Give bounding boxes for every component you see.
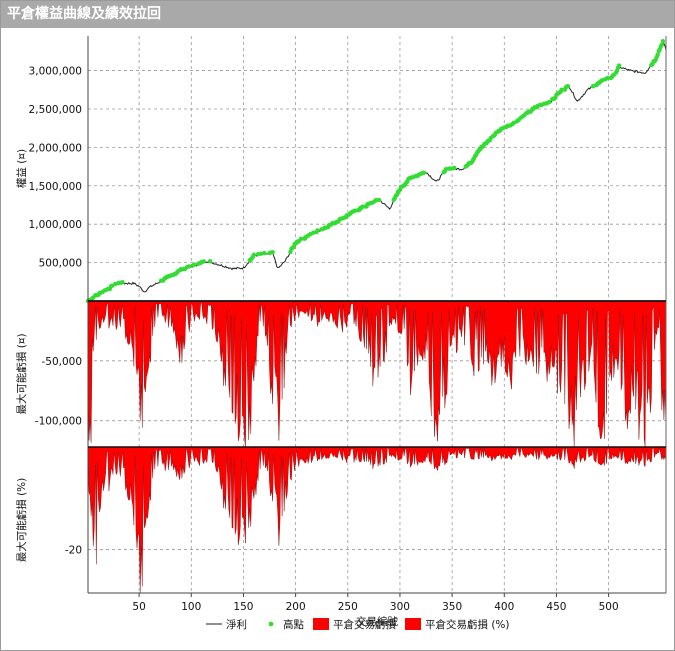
equity-high-point	[315, 228, 320, 233]
equity-high-point	[565, 84, 571, 89]
equity-high-point	[559, 87, 564, 92]
y-tick-label: 1,500,000	[29, 181, 82, 193]
legend-swatch-box	[313, 618, 329, 630]
equity-high-point	[360, 204, 365, 209]
equity-high-point	[373, 197, 379, 203]
x-tick-label: 50	[132, 601, 145, 613]
x-tick-label: 350	[442, 601, 462, 613]
y-tick-label: -50,000	[41, 356, 82, 368]
x-tick-label: 400	[494, 601, 514, 613]
equity-drawdown-chart: 500,000 1,000,000 1,500,000 2,000,000 2,500,…	[15, 36, 667, 631]
y-axis-title: 權益 (¤)	[15, 149, 28, 188]
equity-high-point	[251, 252, 257, 257]
equity-high-point	[655, 52, 660, 58]
legend-label: 平倉交易虧損	[333, 618, 396, 631]
y-tick-label: 3,000,000	[29, 66, 82, 78]
gridlines	[88, 36, 666, 593]
equity-high-point	[120, 280, 125, 285]
equity-line	[87, 39, 667, 302]
equity-high-point	[192, 262, 197, 267]
equity-high-point	[207, 259, 213, 264]
equity-high-point	[187, 264, 192, 269]
x-tick-label: 450	[546, 601, 566, 613]
x-tick-label: 150	[233, 601, 253, 613]
legend-label: 淨利	[226, 619, 247, 631]
legend-swatch-dot	[268, 621, 274, 627]
y-tick-label: 2,000,000	[29, 142, 82, 154]
y-axis-title: 最大可能虧損 (%)	[15, 478, 28, 563]
equity-high-point	[421, 170, 427, 175]
legend-label: 平倉交易虧損 (%)	[425, 618, 510, 631]
x-tick-label: 200	[286, 601, 306, 613]
y-axis-title: 最大可能虧損 (¤)	[15, 333, 28, 414]
equity-high-point	[605, 75, 610, 81]
y-tick-label: -20	[65, 544, 82, 556]
x-axis-title: 交易編號	[356, 615, 398, 628]
y-tick-label: 1,000,000	[29, 219, 82, 231]
drawdown-area	[87, 300, 667, 448]
equity-high-point	[659, 42, 665, 48]
legend-swatch-box	[405, 618, 421, 630]
series-layer	[85, 38, 667, 594]
equity-high-point	[262, 250, 267, 256]
axes: 500,000 1,000,000 1,500,000 2,000,000 2,500,…	[15, 36, 667, 613]
y-tick-label: 500,000	[39, 258, 82, 270]
equity-high-point	[616, 63, 622, 68]
equity-high-point	[270, 250, 275, 255]
equity-high-point	[201, 259, 207, 264]
window-title: 平倉權益曲線及績效拉回	[1, 1, 674, 28]
y-tick-label: 2,500,000	[29, 104, 82, 116]
legend: 淨利 高點 平倉交易虧損 平倉交易虧損 (%)	[206, 618, 510, 631]
equity-high-point	[376, 197, 382, 203]
x-tick-label: 500	[599, 601, 619, 613]
y-tick-label: -100,000	[35, 416, 82, 428]
legend-label: 高點	[283, 618, 304, 631]
x-tick-label: 250	[338, 601, 358, 613]
equity-high-point	[660, 38, 666, 44]
x-tick-label: 100	[181, 601, 201, 613]
x-tick-label: 300	[390, 601, 410, 613]
equity-high-point	[452, 165, 457, 171]
equity-high-point	[546, 99, 552, 105]
drawdown-area	[87, 446, 667, 594]
